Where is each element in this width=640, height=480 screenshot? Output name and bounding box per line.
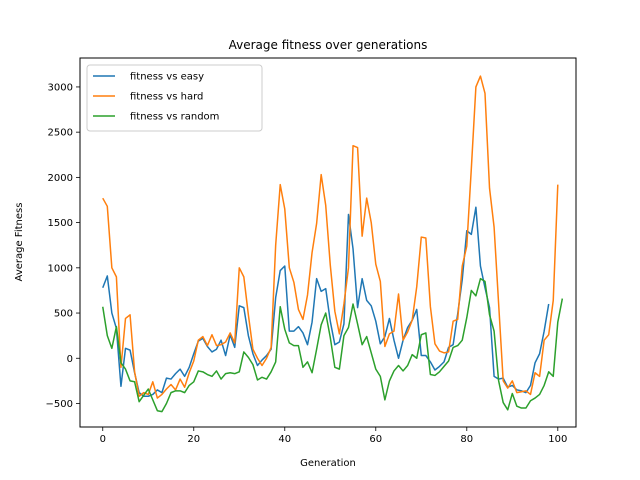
- x-tick-label: 20: [187, 434, 200, 445]
- legend: fitness vs easy fitness vs hard fitness vs…: [86, 64, 263, 132]
- legend-label-2: fitness vs random: [130, 112, 219, 123]
- x-tick-label: 80: [460, 434, 473, 445]
- y-tick-label: −500: [46, 399, 73, 410]
- y-tick-label: 0: [67, 354, 73, 365]
- chart-title: Average fitness over generations: [229, 38, 428, 52]
- y-tick-label: 2500: [48, 128, 73, 139]
- x-tick-label: 40: [278, 434, 291, 445]
- x-tick-label: 100: [548, 434, 567, 445]
- x-axis: 0 20 40 60 80 100: [100, 427, 567, 445]
- legend-label-1: fitness vs hard: [130, 92, 203, 103]
- x-tick-label: 60: [369, 434, 382, 445]
- y-tick-label: 2000: [48, 173, 73, 184]
- y-tick-label: 1500: [48, 218, 73, 229]
- y-axis: −500 0 500 1000 1500 2000 2500 3000: [46, 82, 80, 410]
- y-tick-label: 3000: [48, 82, 73, 93]
- y-tick-label: 500: [54, 309, 73, 320]
- x-axis-label: Generation: [300, 458, 356, 469]
- series-layer: [102, 75, 564, 413]
- series-line-0: [102, 206, 550, 397]
- series-line-2: [102, 277, 564, 413]
- plot-frame: [79, 57, 577, 428]
- x-tick-label: 0: [100, 434, 106, 445]
- y-axis-label: Average Fitness: [14, 203, 25, 282]
- legend-box: [86, 64, 263, 132]
- legend-label-0: fitness vs easy: [130, 72, 204, 83]
- y-tick-label: 1000: [48, 263, 73, 274]
- series-line-1: [102, 75, 559, 399]
